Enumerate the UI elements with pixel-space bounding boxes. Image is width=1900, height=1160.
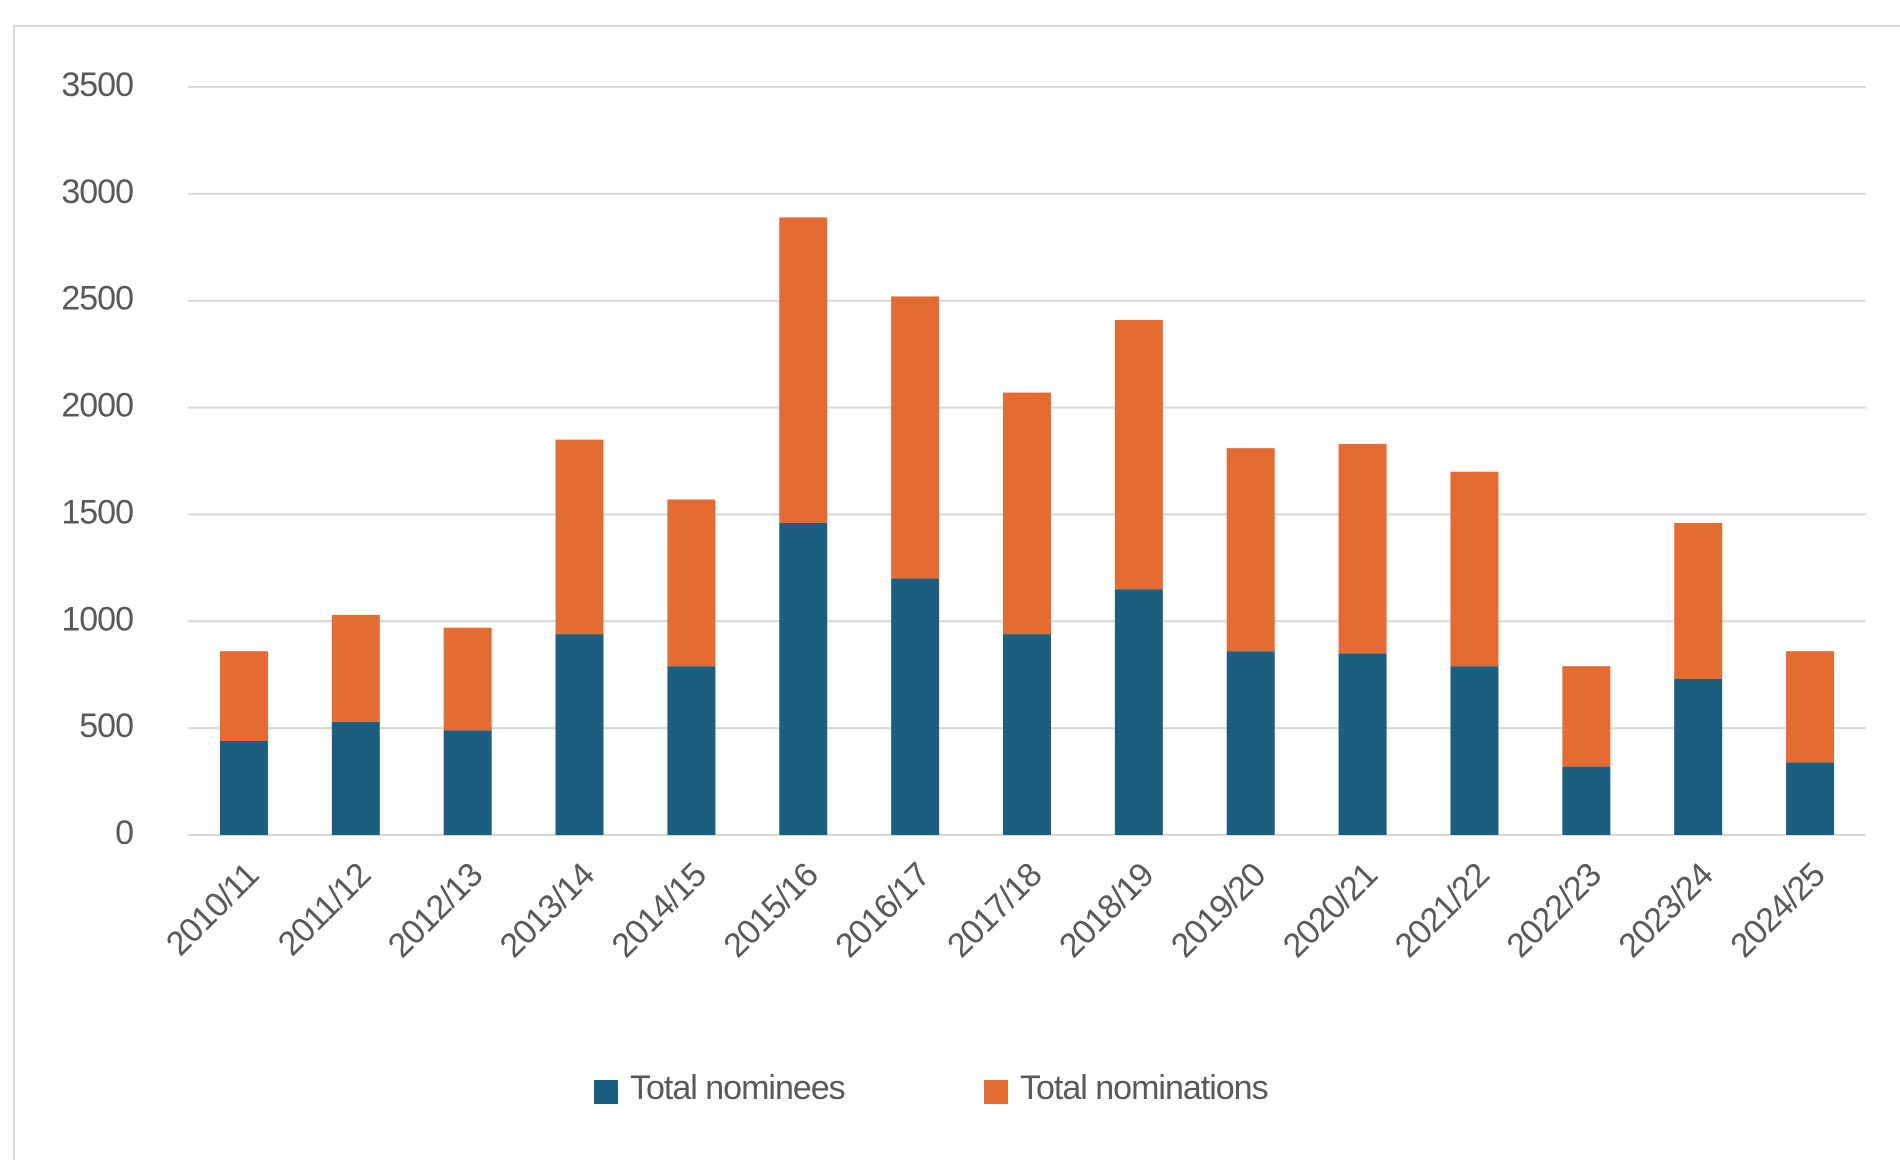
bar-segment <box>891 578 940 835</box>
bar-segment <box>1786 651 1835 763</box>
x-tick-label: 2015/16 <box>716 856 825 965</box>
bar-segment <box>219 651 268 741</box>
bar-segment <box>1226 448 1275 652</box>
bar-segment <box>891 296 940 579</box>
y-tick-label: 1000 <box>61 600 133 638</box>
y-tick-label: 3500 <box>61 66 133 104</box>
bar-segment <box>1674 678 1723 835</box>
bar-segment <box>1114 589 1163 835</box>
x-tick-label: 2018/19 <box>1052 856 1161 965</box>
bar-segment <box>555 634 604 835</box>
y-tick-label: 0 <box>115 814 133 852</box>
y-tick-label: 3000 <box>61 173 133 211</box>
y-tick-label: 500 <box>79 707 133 745</box>
bar-segment <box>1003 634 1051 835</box>
x-tick-label: 2011/12 <box>271 856 378 963</box>
bar-segment <box>331 614 380 722</box>
bar-segment <box>443 627 492 731</box>
x-tick-label: 2021/22 <box>1388 856 1497 965</box>
legend-label: Total nominees <box>630 1069 845 1107</box>
x-tick-label: 2012/13 <box>381 856 490 965</box>
bar-segment <box>1338 653 1387 835</box>
bar-segment <box>667 666 716 835</box>
bar-segment <box>1338 443 1387 654</box>
x-tick-label: 2014/15 <box>605 856 714 965</box>
legend-label: Total nominations <box>1020 1069 1268 1107</box>
bar-segment <box>1003 392 1051 635</box>
x-tick-label: 2019/20 <box>1164 856 1273 965</box>
y-tick-label: 2500 <box>61 280 133 318</box>
bar-segment <box>1674 522 1723 679</box>
bar-segment <box>1450 666 1499 835</box>
x-tick-label: 2022/23 <box>1500 856 1609 965</box>
x-tick-label: 2024/25 <box>1723 856 1832 965</box>
chart-frame <box>13 25 1900 1160</box>
bar-segment <box>1562 766 1611 835</box>
y-tick-label: 1500 <box>61 493 133 531</box>
bar-segment <box>779 522 828 835</box>
bar-segment <box>1450 471 1499 667</box>
y-tick-label: 2000 <box>61 387 133 425</box>
x-tick-label: 2020/21 <box>1276 856 1385 965</box>
legend-swatch <box>594 1080 618 1104</box>
x-tick-label: 2013/14 <box>493 856 602 965</box>
x-tick-label: 2010/11 <box>159 856 266 963</box>
bar-segment <box>331 721 380 835</box>
bar-segment <box>1562 666 1611 767</box>
bar-segment <box>555 439 604 635</box>
bar-segment <box>1786 762 1835 835</box>
bar-segment <box>219 740 268 835</box>
bar-segment <box>1114 319 1163 590</box>
bar-segment <box>667 499 716 667</box>
bar-segment <box>1226 651 1275 835</box>
x-tick-label: 2016/17 <box>828 856 937 965</box>
bar-segment <box>443 730 492 835</box>
legend-swatch <box>984 1080 1008 1104</box>
x-tick-label: 2017/18 <box>940 856 1049 965</box>
x-tick-label: 2023/24 <box>1611 856 1720 965</box>
bar-segment <box>779 217 828 523</box>
